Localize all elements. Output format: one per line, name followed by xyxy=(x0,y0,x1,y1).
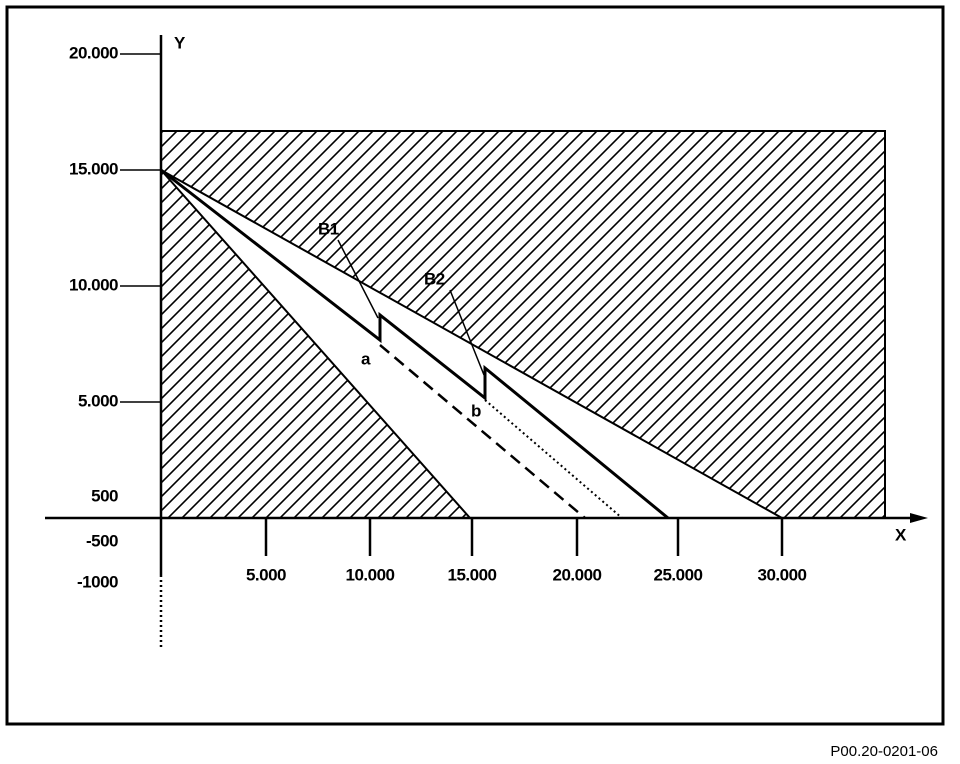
dashed-line xyxy=(379,344,586,519)
y-tick-label: 5.000 xyxy=(78,391,118,410)
annotation: B1 xyxy=(318,219,339,238)
x-tick-label: 5.000 xyxy=(246,565,286,584)
x-arrow xyxy=(910,513,928,523)
limit-line xyxy=(160,168,669,520)
x-tick-label: 10.000 xyxy=(346,565,395,584)
y-tick-label: 10.000 xyxy=(69,275,118,294)
x-axis-label: X xyxy=(895,525,907,544)
leader-line xyxy=(449,289,485,376)
annotation: B2 xyxy=(424,269,445,288)
x-tick-label: 20.000 xyxy=(553,565,602,584)
y-tick-label: 20.000 xyxy=(69,43,118,62)
y-tick-label: -1000 xyxy=(77,572,118,591)
x-tick-label: 30.000 xyxy=(758,565,807,584)
leader-line xyxy=(337,239,379,319)
y-tick-label: -500 xyxy=(86,531,118,550)
figure-id: P00.20-0201-06 xyxy=(830,743,938,760)
x-tick-label: 15.000 xyxy=(448,565,497,584)
annotation: b xyxy=(471,401,481,420)
x-ticks xyxy=(264,518,784,556)
y-ticks xyxy=(120,53,161,403)
x-tick-label: 25.000 xyxy=(654,565,703,584)
y-tick-label: 15.000 xyxy=(69,159,118,178)
dotted-line xyxy=(484,399,623,519)
annotation: a xyxy=(361,349,371,368)
y-tick-label: 500 xyxy=(91,486,118,505)
y-axis-label: Y xyxy=(174,33,186,52)
frame xyxy=(5,5,945,726)
